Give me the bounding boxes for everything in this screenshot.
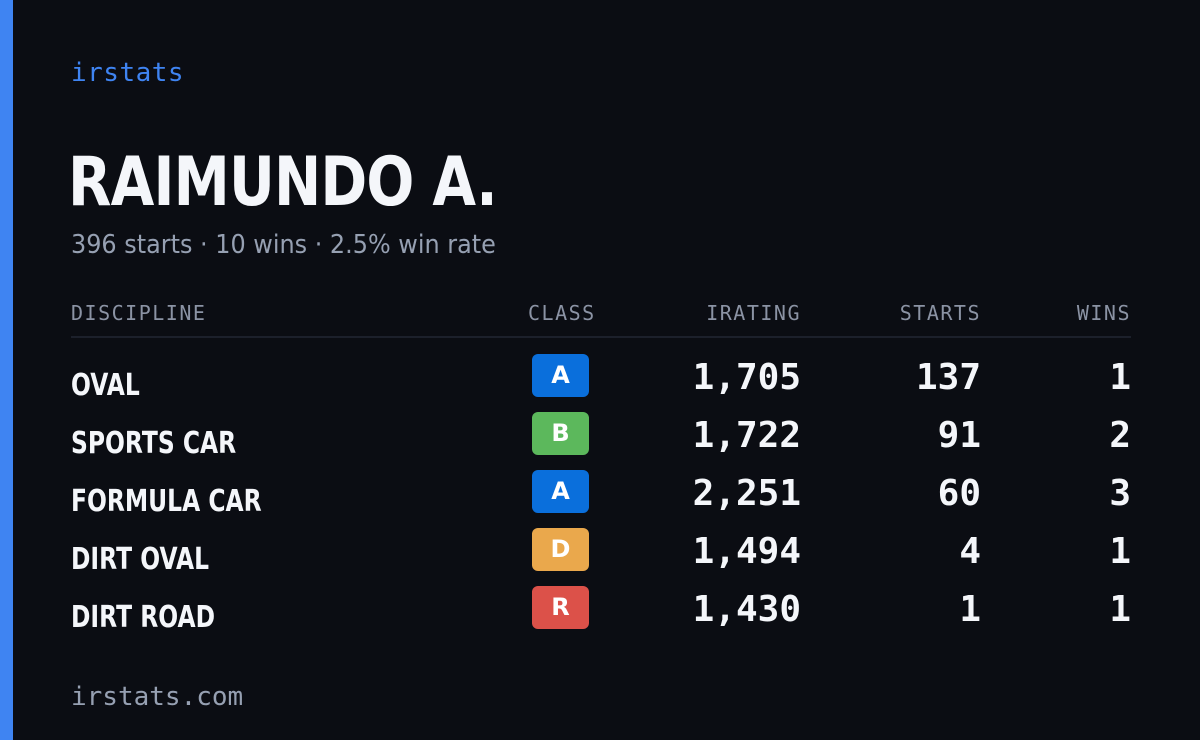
player-name: RAIMUNDO A. xyxy=(68,143,498,222)
header-irating: IRATING xyxy=(706,301,801,325)
discipline-name: DIRT ROAD xyxy=(71,600,216,635)
class-badge: B xyxy=(532,412,589,455)
accent-bar xyxy=(0,0,13,740)
discipline-name: OVAL xyxy=(71,368,140,403)
irating-value: 1,722 xyxy=(692,415,801,456)
header-divider xyxy=(71,336,1131,338)
discipline-name: DIRT OVAL xyxy=(71,542,210,577)
irating-value: 1,705 xyxy=(692,357,801,398)
header-starts: STARTS xyxy=(899,301,981,325)
starts-value: 137 xyxy=(915,357,981,398)
table-row: OVAL A 1,705 137 1 xyxy=(71,350,1131,408)
table-row: DIRT ROAD R 1,430 1 1 xyxy=(71,582,1131,640)
irating-value: 1,430 xyxy=(692,589,801,630)
wins-value: 1 xyxy=(1109,589,1131,630)
brand-logo: irstats xyxy=(71,58,185,88)
header-discipline: DISCIPLINE xyxy=(71,301,207,325)
table-header: DISCIPLINE CLASS IRATING STARTS WINS xyxy=(71,298,1131,328)
class-badge: R xyxy=(532,586,589,629)
discipline-table: OVAL A 1,705 137 1 SPORTS CAR B 1,722 91… xyxy=(71,350,1131,640)
discipline-name: SPORTS CAR xyxy=(71,426,237,461)
discipline-name: FORMULA CAR xyxy=(71,484,262,519)
header-wins: WINS xyxy=(1076,301,1131,325)
wins-value: 1 xyxy=(1109,531,1131,572)
starts-value: 60 xyxy=(937,473,981,514)
class-badge: D xyxy=(532,528,589,571)
irating-value: 1,494 xyxy=(692,531,801,572)
table-row: SPORTS CAR B 1,722 91 2 xyxy=(71,408,1131,466)
table-row: DIRT OVAL D 1,494 4 1 xyxy=(71,524,1131,582)
wins-value: 2 xyxy=(1109,415,1131,456)
irating-value: 2,251 xyxy=(692,473,801,514)
class-badge: A xyxy=(532,354,589,397)
player-summary: 396 starts · 10 wins · 2.5% win rate xyxy=(71,230,496,260)
starts-value: 4 xyxy=(959,531,981,572)
footer-url: irstats.com xyxy=(71,682,244,712)
starts-value: 1 xyxy=(959,589,981,630)
starts-value: 91 xyxy=(937,415,981,456)
class-badge: A xyxy=(532,470,589,513)
wins-value: 1 xyxy=(1109,357,1131,398)
header-class: CLASS xyxy=(528,301,596,325)
wins-value: 3 xyxy=(1109,473,1131,514)
table-row: FORMULA CAR A 2,251 60 3 xyxy=(71,466,1131,524)
